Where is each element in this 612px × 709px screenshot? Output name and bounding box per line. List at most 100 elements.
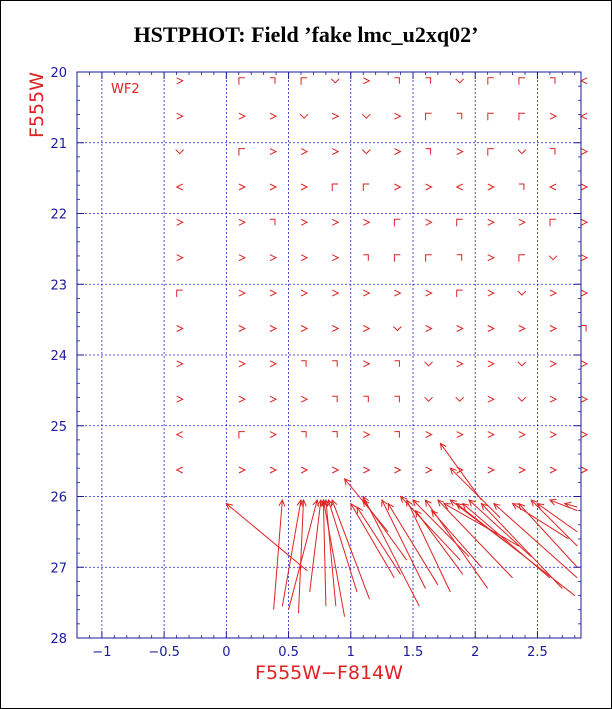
recovery-marker [332,360,338,367]
vector-arrowhead [350,502,357,511]
y-axis-label: F555W [26,72,48,138]
recovery-marker [518,112,525,121]
vector-arrowhead [343,477,351,486]
recovery-marker [238,183,247,191]
vector-line [344,478,389,533]
marker-layer [175,77,589,474]
recovery-marker [456,148,464,156]
vector-arrowhead [381,498,388,507]
recovery-marker [456,289,463,298]
x-tick-label-3: 0.5 [278,645,299,660]
vector-line [415,510,464,575]
recovery-marker [487,218,495,226]
recovery-marker [394,431,400,438]
recovery-marker [331,218,340,226]
vector-layer [225,442,578,617]
x-tick-label-5: 1.5 [403,645,424,660]
recovery-vector [439,442,482,501]
recovery-marker [362,183,370,191]
vector-line [309,499,322,593]
recovery-marker [580,218,589,226]
recovery-marker [455,183,463,191]
vector-line [439,443,482,501]
vector-line [322,500,327,607]
recovery-marker [487,183,495,191]
x-tick-label-2: 0 [222,645,230,660]
vector-line [493,503,578,579]
vector-arrowhead [406,498,413,507]
vector-line [443,503,520,547]
recovery-marker [580,466,589,474]
recovery-marker [549,289,558,297]
vector-line [226,503,308,572]
recovery-marker [455,396,465,402]
recovery-marker [300,325,309,332]
tick-marks [77,71,581,639]
recovery-marker [299,113,309,119]
recovery-marker [176,218,184,226]
recovery-vector [493,502,578,579]
recovery-vector [511,503,569,540]
vector-arrowhead [443,503,451,510]
y-tick-label-5: 25 [50,420,67,435]
recovery-vector [343,477,389,533]
recovery-marker [176,112,184,120]
vector-line [406,499,451,593]
x-tick-labels: −1 −0.5 0 0.5 1 1.5 2 2.5 [92,645,547,660]
recovery-marker [548,255,558,261]
recovery-vector [273,498,286,610]
recovery-marker [425,325,433,332]
recovery-marker [175,466,183,474]
recovery-marker [394,77,400,84]
recovery-marker [580,289,589,297]
x-tick-label-1: −0.5 [148,645,180,660]
recovery-marker [487,325,495,332]
recovery-vector [518,502,578,568]
recovery-vector [480,502,563,589]
recovery-vector [468,499,532,558]
vector-arrowhead [362,495,369,504]
recovery-marker [456,431,464,439]
recovery-marker [549,431,558,439]
recovery-marker [270,77,276,84]
recovery-marker [238,325,247,332]
recovery-marker [487,289,495,297]
y-tick-label-8: 28 [50,632,67,647]
vector-arrowhead [387,502,395,511]
recovery-vector [412,499,470,557]
x-tick-label-6: 2 [471,645,479,660]
x-tick-label-7: 2.5 [527,645,548,660]
panel-label: WF2 [111,82,140,97]
vector-line [468,499,532,558]
vector-arrowhead [518,502,526,511]
recovery-marker [518,431,527,439]
vector-arrowhead [563,501,572,509]
recovery-marker [549,360,558,368]
recovery-vector [443,503,520,547]
vector-arrowhead [461,502,470,510]
recovery-marker [425,77,432,84]
vector-arrowhead [493,502,501,510]
recovery-marker [517,290,527,296]
recovery-marker [175,149,185,155]
recovery-marker [175,431,183,439]
recovery-marker [549,112,558,120]
recovery-marker [363,360,371,368]
recovery-vector [406,498,451,593]
recovery-marker [238,254,247,262]
recovery-marker [393,254,401,262]
recovery-marker [456,254,463,261]
recovery-marker [331,466,340,474]
recovery-vector [330,498,370,600]
vector-arrowhead [412,499,420,507]
recovery-marker [394,466,402,474]
recovery-marker [238,431,245,439]
recovery-marker [394,395,400,403]
recovery-marker [300,77,308,85]
recovery-marker [361,113,371,119]
recovery-marker [425,466,433,474]
recovery-vector [387,502,439,586]
recovery-marker [331,148,340,156]
recovery-vector [449,467,501,519]
recovery-marker [394,183,402,191]
